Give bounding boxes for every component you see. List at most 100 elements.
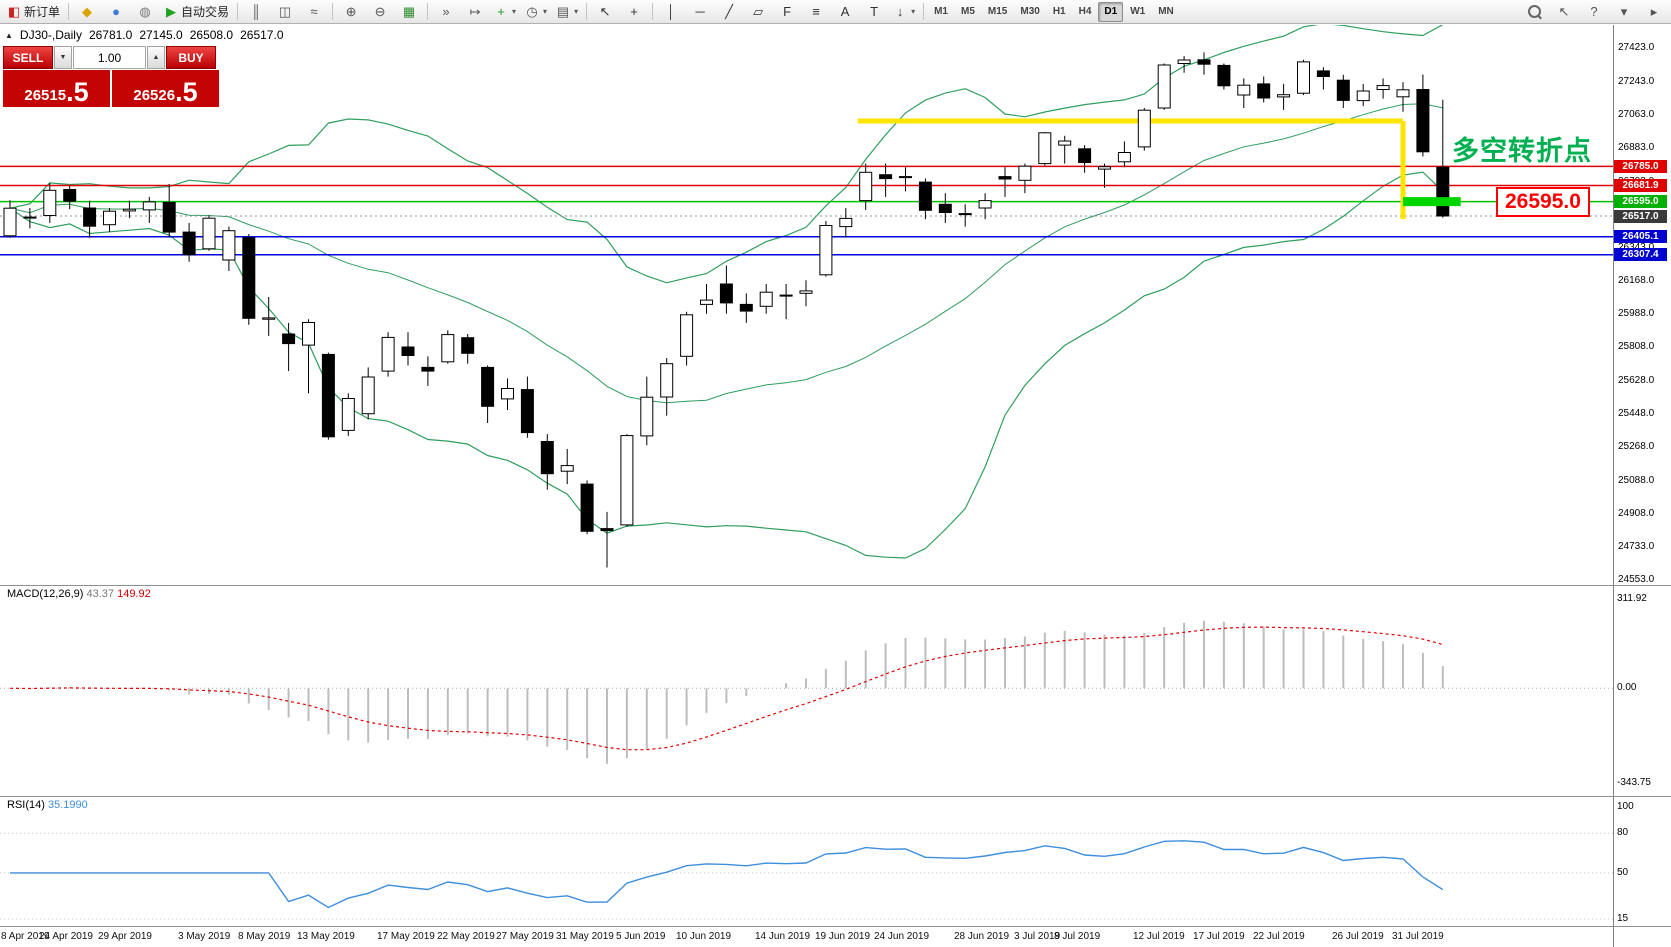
volume-input[interactable]	[73, 46, 146, 69]
date-tick-label: 8 May 2019	[238, 931, 291, 942]
turning-point-annotation[interactable]: 多空转折点	[1452, 136, 1592, 166]
price-tick-label: 24733.0	[1618, 541, 1655, 552]
open-value: 26781.0	[88, 28, 133, 42]
autotrading-button[interactable]: ▶ 自动交易	[160, 1, 233, 23]
toolbar-separator	[427, 3, 429, 20]
panel-separator[interactable]	[0, 796, 1671, 797]
timeframe-button-h1[interactable]: H1	[1052, 6, 1066, 17]
vertical-line-button[interactable]: │	[657, 1, 685, 23]
text-button[interactable]: A	[831, 1, 859, 23]
timeframe-button-m1[interactable]: M1	[934, 6, 948, 17]
price-level-label[interactable]: 26785.0	[1614, 160, 1667, 173]
indicators-button[interactable]: + ▾	[490, 1, 520, 23]
fibonacci-button[interactable]: F	[773, 1, 801, 23]
bid-price-box[interactable]: 26515 .5	[3, 70, 110, 107]
panel-toggle-button[interactable]: ▸	[1640, 1, 1668, 23]
search-button[interactable]	[1520, 1, 1548, 23]
timeframe-button-m15[interactable]: M15	[987, 6, 1008, 17]
price-tick-label: 25448.0	[1618, 408, 1655, 419]
timeframe-button-m30[interactable]: M30	[1020, 6, 1040, 17]
templates-button[interactable]: ▤ ▾	[552, 1, 582, 23]
date-tick-label: 5 Jun 2019	[616, 931, 666, 942]
oneclick-collapse-icon[interactable]: ▲	[5, 30, 13, 40]
rsi-indicator-canvas[interactable]	[0, 797, 1671, 926]
price-level-label[interactable]: 26681.9	[1614, 179, 1667, 192]
date-tick-label: 13 May 2019	[297, 931, 355, 942]
macd-axis-label: 311.92	[1617, 593, 1647, 604]
panel-separator[interactable]	[0, 585, 1671, 586]
toolbars-toggle-button[interactable]: ▾	[1610, 1, 1638, 23]
timeframe-button-mn[interactable]: MN	[1158, 6, 1174, 17]
one-click-trading-panel: SELL ▼ ▲ BUY 26515 .5 26526 .5	[3, 46, 220, 107]
auto-scroll-icon: »	[442, 4, 450, 19]
trendline-button[interactable]: ╱	[715, 1, 743, 23]
timeframe-button-h4[interactable]: H4	[1078, 6, 1092, 17]
cursor-mode-button[interactable]: ↖	[1550, 1, 1578, 23]
date-tick-label: 31 May 2019	[556, 931, 614, 942]
candlestick-chart-button[interactable]: ◫	[271, 1, 299, 23]
chart-ohlc-header: ▲ DJ30-,Daily 26781.0 27145.0 26508.0 26…	[5, 28, 284, 42]
volume-increase-button[interactable]: ▲	[147, 46, 165, 69]
horizontal-level-lines[interactable]	[0, 165, 1613, 256]
fibonacci-icon: F	[783, 4, 792, 19]
shapes-icon: ≡	[812, 4, 820, 19]
metaeditor-button[interactable]: ◆	[73, 1, 101, 23]
bar-chart-button[interactable]: ║	[242, 1, 270, 23]
pointer-icon: ↖	[1558, 4, 1570, 19]
zoom-in-icon: ⊕	[345, 4, 357, 19]
price-tick-label: 27423.0	[1618, 42, 1655, 53]
crosshair-button[interactable]: +	[620, 1, 648, 23]
market-watch-icon: ●	[112, 4, 120, 19]
rsi-axis-label: 100	[1617, 801, 1634, 812]
price-level-label[interactable]: 26405.1	[1614, 230, 1667, 243]
zoom-out-button[interactable]: ⊖	[366, 1, 394, 23]
channel-button[interactable]: ▱	[744, 1, 772, 23]
date-tick-label: 22 May 2019	[437, 931, 495, 942]
periods-button[interactable]: ◷ ▾	[521, 1, 551, 23]
cursor-button[interactable]: ↖	[591, 1, 619, 23]
macd-indicator-canvas[interactable]	[0, 586, 1671, 795]
bar-chart-icon: ║	[251, 4, 261, 19]
ask-big-digits: .5	[175, 77, 198, 108]
shapes-button[interactable]: ≡	[802, 1, 830, 23]
timeframe-button-m5[interactable]: M5	[961, 6, 975, 17]
volume-decrease-button[interactable]: ▼	[54, 46, 72, 69]
ask-price-box[interactable]: 26526 .5	[112, 70, 219, 107]
date-tick-label: 3 Jul 2019	[1014, 931, 1061, 942]
new-order-icon: ◧	[7, 4, 21, 19]
chevron-right-icon: ▸	[1650, 4, 1658, 19]
price-level-label[interactable]: 26307.4	[1614, 248, 1667, 261]
templates-icon: ▤	[556, 4, 570, 19]
chart-shift-button[interactable]: ↦	[461, 1, 489, 23]
auto-scroll-button[interactable]: »	[432, 1, 460, 23]
toolbar-separator	[586, 3, 588, 20]
toolbar-separator	[237, 3, 239, 20]
sell-button[interactable]: SELL	[3, 46, 53, 69]
date-tick-label: 19 Jun 2019	[815, 931, 871, 942]
clock-icon: ◷	[526, 4, 538, 19]
horizontal-line-button[interactable]: ─	[686, 1, 714, 23]
timeframe-button-w1[interactable]: W1	[1130, 6, 1146, 17]
price-chart-canvas[interactable]	[0, 25, 1671, 586]
toolbar-separator	[68, 3, 70, 20]
timeframe-button-d1[interactable]: D1	[1098, 1, 1124, 22]
time-axis: 8 Apr 2019 24 Apr 2019 29 Apr 2019 3 May 20…	[0, 927, 1671, 947]
price-level-label[interactable]: 26517.0	[1614, 210, 1667, 223]
terminal-button[interactable]: ◍	[131, 1, 159, 23]
date-tick-label: 10 Jun 2019	[676, 931, 732, 942]
arrows-button[interactable]: ↓ ▾	[889, 1, 919, 23]
zoom-in-button[interactable]: ⊕	[337, 1, 365, 23]
line-chart-button[interactable]: ≈	[300, 1, 328, 23]
help-pointer-button[interactable]: ?	[1580, 1, 1608, 23]
new-order-button-label: 新订单	[24, 5, 61, 19]
macd-axis-label: 0.00	[1617, 682, 1637, 693]
text-label-button[interactable]: T	[860, 1, 888, 23]
market-watch-button[interactable]: ●	[102, 1, 130, 23]
new-order-button[interactable]: ◧ 新订单	[3, 1, 64, 23]
buy-button[interactable]: BUY	[166, 46, 216, 69]
price-level-label[interactable]: 26595.0	[1614, 195, 1667, 208]
terminal-icon: ◍	[139, 4, 151, 19]
arrow-objects-icon: ↓	[896, 4, 904, 19]
tile-windows-button[interactable]: ▦	[395, 1, 423, 23]
price-callout-26595[interactable]: 26595.0	[1496, 187, 1590, 217]
